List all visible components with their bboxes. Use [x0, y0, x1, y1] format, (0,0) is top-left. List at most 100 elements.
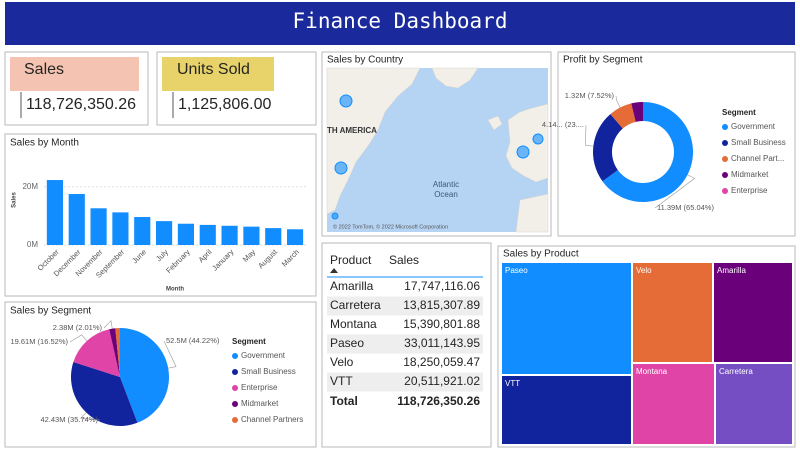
table-cell: Amarilla	[330, 279, 374, 293]
bar	[156, 221, 173, 245]
bar	[134, 217, 151, 245]
legend-swatch	[722, 140, 728, 146]
legend-label: Enterprise	[241, 383, 278, 392]
y-axis-label: Sales	[12, 192, 18, 208]
legend-label: Government	[731, 122, 776, 131]
treemap-title: Sales by Product	[503, 249, 579, 260]
leader-line	[585, 124, 594, 147]
map-bubble	[532, 133, 544, 145]
treemap-label: VTT	[505, 379, 520, 388]
card-value: 1,125,806.00	[178, 96, 272, 113]
data-label: 19.61M (16.52%)	[10, 337, 68, 346]
table-total: 118,726,350.26	[397, 394, 480, 408]
treemap-tile	[633, 263, 712, 362]
map-attribution: © 2022 TomTom, © 2022 Microsoft Corporat…	[333, 223, 448, 230]
data-label: 4.14... (23....	[542, 120, 584, 129]
map-bubble	[339, 94, 353, 108]
chart-title: Profit by Segment	[563, 55, 643, 66]
bar	[177, 223, 194, 245]
card-label-box	[162, 57, 274, 91]
map-region-label: TH AMERICA	[327, 126, 377, 135]
legend-swatch	[722, 172, 728, 178]
legend-swatch	[232, 353, 238, 359]
map-land	[431, 67, 479, 89]
bar	[199, 224, 216, 245]
table-cell: Montana	[330, 317, 377, 331]
treemap-tile	[502, 376, 631, 444]
pie-slice	[73, 329, 120, 377]
legend-swatch	[722, 124, 728, 130]
card-label: Sales	[24, 61, 64, 78]
row-band	[327, 334, 483, 354]
treemap-tile	[633, 364, 714, 444]
y-tick-label: 0M	[27, 240, 38, 249]
legend-swatch	[722, 156, 728, 162]
leader-line	[80, 412, 101, 421]
header-bar	[5, 2, 795, 45]
data-label: 1.32M (7.52%)	[565, 91, 615, 100]
treemap-label: Montana	[636, 367, 668, 376]
leader-line	[163, 340, 177, 369]
map-land	[487, 115, 503, 131]
table-cell: 33,011,143.95	[404, 336, 480, 350]
legend-swatch	[232, 417, 238, 423]
table-cell: Carretera	[330, 298, 381, 312]
legend-label: Midmarket	[731, 170, 769, 179]
treemap-label: Amarilla	[717, 266, 746, 275]
card-label-box	[10, 57, 139, 91]
row-band	[327, 296, 483, 316]
table-cell: 17,747,116.06	[404, 279, 480, 293]
donut-slice	[610, 103, 636, 129]
donut-slice	[593, 114, 623, 182]
pie-slice	[115, 328, 120, 377]
donut-slice	[602, 102, 693, 202]
legend-label: Channel Partners	[241, 415, 303, 424]
bar	[265, 228, 282, 245]
table-cell: Paseo	[330, 336, 364, 350]
treemap-label: Carretera	[719, 367, 753, 376]
map-bubble	[334, 161, 348, 175]
legend-title: Segment	[722, 108, 756, 117]
card-label: Units Sold	[177, 61, 250, 78]
legend-swatch	[232, 385, 238, 391]
legend-label: Small Business	[241, 367, 296, 376]
treemap-tile	[502, 263, 631, 374]
treemap-label: Paseo	[505, 266, 528, 275]
table-cell: 13,815,307.89	[403, 298, 480, 312]
map-ocean-label: Ocean	[434, 190, 458, 199]
chart-title: Sales by Segment	[10, 306, 91, 317]
data-label: 11.39M (65.04%)	[657, 203, 714, 212]
data-label: 2.38M (2.01%)	[53, 323, 103, 332]
table-cell: 15,390,801.88	[403, 317, 480, 331]
donut-slice	[631, 102, 643, 122]
bar	[221, 225, 238, 245]
leader-line	[654, 174, 696, 209]
map-land	[515, 193, 549, 233]
bar	[112, 212, 129, 245]
y-tick-label: 20M	[22, 182, 38, 191]
legend-label: Small Business	[731, 138, 786, 147]
leader-line	[69, 334, 88, 343]
legend-title: Segment	[232, 337, 266, 346]
pie-slice	[70, 361, 138, 426]
bar	[46, 180, 63, 245]
legend-swatch	[722, 188, 728, 194]
table-cell: 20,511,921.02	[404, 374, 480, 388]
legend-label: Government	[241, 351, 286, 360]
leader-line	[103, 320, 113, 329]
legend-label: Enterprise	[731, 186, 768, 195]
map-bubble	[331, 212, 339, 220]
table-header: Sales	[389, 253, 419, 267]
map-bubble	[516, 145, 530, 159]
map-ocean-label: Atlantic	[433, 180, 459, 189]
treemap-tile	[716, 364, 792, 444]
legend-label: Midmarket	[241, 399, 279, 408]
bar	[243, 226, 260, 245]
row-band	[327, 372, 483, 392]
leader-line	[615, 95, 621, 108]
pie-slice	[109, 328, 120, 377]
data-label: 52.5M (44.22%)	[166, 336, 220, 345]
bar	[287, 229, 304, 245]
table-header: Product	[330, 253, 372, 267]
bar	[90, 208, 107, 245]
